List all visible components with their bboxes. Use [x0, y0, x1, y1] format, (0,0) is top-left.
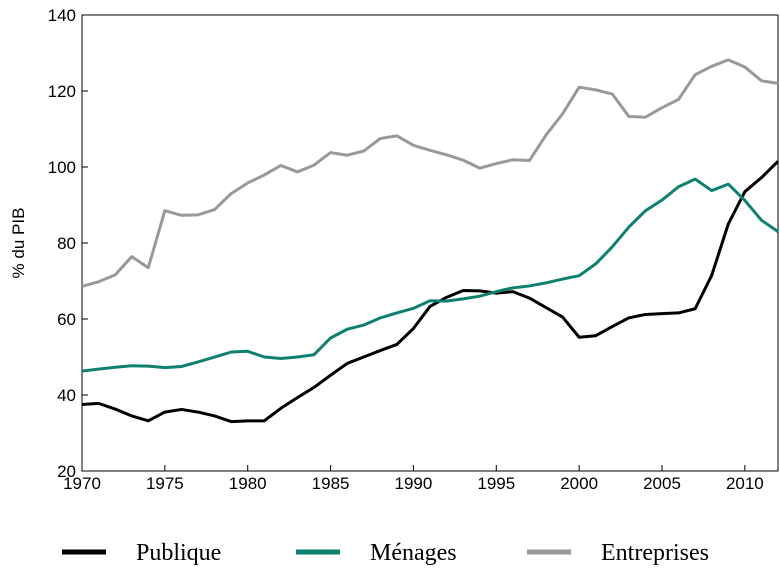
y-tick-label: 140: [48, 6, 76, 25]
line-series: [81, 160, 780, 424]
x-tick-label: 1975: [146, 474, 184, 493]
y-tick-label: 40: [57, 386, 76, 405]
y-tick-label: 120: [48, 82, 76, 101]
legend-label: Ménages: [370, 540, 457, 566]
y-tick-label: 20: [57, 462, 76, 481]
x-tick-label: 2000: [560, 474, 598, 493]
legend-label: Publique: [136, 540, 221, 566]
y-tick-label: 80: [57, 234, 76, 253]
y-tick-label: 60: [57, 310, 76, 329]
legend-label: Entreprises: [601, 540, 709, 566]
plot-frame: [81, 14, 779, 472]
line-series: [81, 58, 779, 288]
x-tick-label: 1990: [395, 474, 433, 493]
x-tick-label: 2005: [643, 474, 681, 493]
y-tick-label: 100: [48, 158, 76, 177]
x-tick-label: 1985: [312, 474, 350, 493]
x-tick-label: 2010: [726, 474, 764, 493]
line-series: [81, 177, 779, 373]
x-tick-label: 1980: [229, 474, 267, 493]
x-tick-label: 1995: [477, 474, 515, 493]
x-tick-label: 1970: [63, 474, 101, 493]
y-axis-label: % du PIB: [9, 208, 28, 279]
